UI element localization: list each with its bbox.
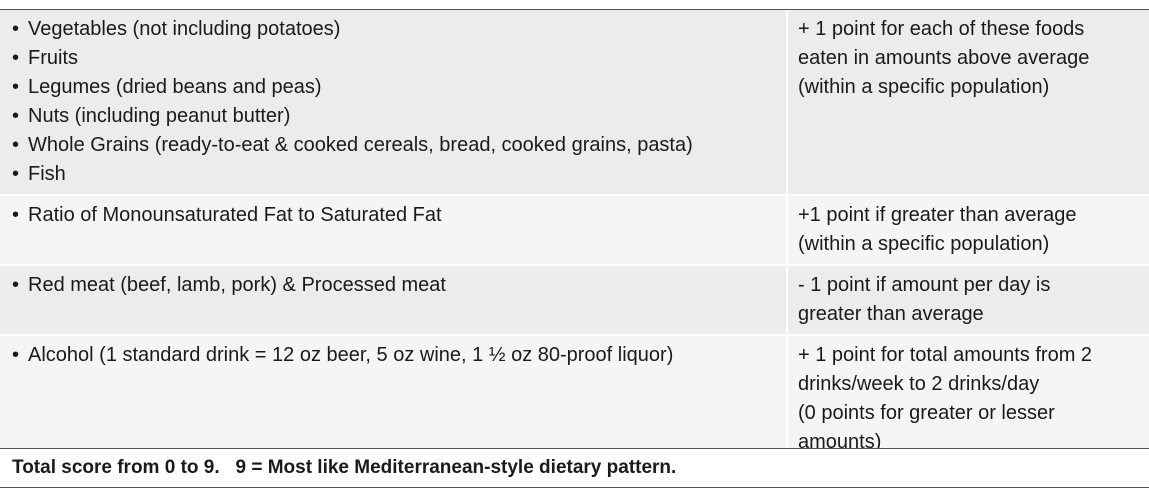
bullet-icon: • <box>12 134 20 156</box>
score-cell: +1 point if greater than average (within… <box>788 196 1149 264</box>
list-item: • Fish <box>12 160 786 189</box>
food-items-cell: • Vegetables (not including potatoes) • Fr… <box>0 10 788 194</box>
list-item: • Fruits <box>12 44 786 73</box>
score-text: (within a specific population) <box>798 76 1050 98</box>
list-item: • Red meat (beef, lamb, pork) & Processed… <box>12 271 786 300</box>
food-item-label: Legumes (dried beans and peas) <box>28 76 322 98</box>
food-item-label: Vegetables (not including potatoes) <box>28 18 341 40</box>
table-row-alcohol: • Alcohol (1 standard drink = 12 oz beer,… <box>0 336 1149 464</box>
food-item-label: Red meat (beef, lamb, pork) & Processed … <box>28 274 446 296</box>
food-item-label: Ratio of Monounsaturated Fat to Saturate… <box>28 204 442 226</box>
food-item-label: Nuts (including peanut butter) <box>28 105 291 127</box>
food-items-cell: • Ratio of Monounsaturated Fat to Saturat… <box>0 196 788 264</box>
table-row-fat-ratio: • Ratio of Monounsaturated Fat to Saturat… <box>0 196 1149 266</box>
bullet-icon: • <box>12 47 20 69</box>
bullet-icon: • <box>12 18 20 40</box>
bullet-icon: • <box>12 163 20 185</box>
food-item-label: Fruits <box>28 47 78 69</box>
food-item-label: Whole Grains (ready-to-eat & cooked cere… <box>28 134 693 156</box>
score-text: greater than average <box>798 303 984 325</box>
food-items-cell: • Red meat (beef, lamb, pork) & Processed… <box>0 266 788 334</box>
list-item: • Ratio of Monounsaturated Fat to Saturat… <box>12 201 786 230</box>
food-item-label: Fish <box>28 163 66 185</box>
bullet-icon: • <box>12 344 20 366</box>
bullet-icon: • <box>12 204 20 226</box>
score-text: + 1 point for total amounts from 2 <box>798 344 1093 366</box>
score-cell: + 1 point for total amounts from 2 drink… <box>788 336 1149 462</box>
bullet-icon: • <box>12 76 20 98</box>
list-item: • Vegetables (not including potatoes) <box>12 15 786 44</box>
score-cell: + 1 point for each of these foods eaten … <box>788 10 1149 194</box>
list-item: • Alcohol (1 standard drink = 12 oz beer,… <box>12 341 786 370</box>
bullet-icon: • <box>12 105 20 127</box>
score-text: (within a specific population) <box>798 233 1050 255</box>
score-text: + 1 point for each of these foods <box>798 18 1085 40</box>
scoring-table: • Vegetables (not including potatoes) • Fr… <box>0 9 1149 464</box>
score-cell: - 1 point if amount per day is greater t… <box>788 266 1149 334</box>
score-text: +1 point if greater than average <box>798 204 1077 226</box>
table-row-red-meat: • Red meat (beef, lamb, pork) & Processed… <box>0 266 1149 336</box>
score-text: drinks/week to 2 drinks/day <box>798 373 1040 395</box>
table-row-healthy-foods: • Vegetables (not including potatoes) • Fr… <box>0 10 1149 196</box>
food-items-cell: • Alcohol (1 standard drink = 12 oz beer,… <box>0 336 788 462</box>
score-text: (0 points for greater or lesser <box>798 402 1055 424</box>
score-text: eaten in amounts above average <box>798 47 1090 69</box>
list-item: • Legumes (dried beans and peas) <box>12 73 786 102</box>
score-text: - 1 point if amount per day is <box>798 274 1051 296</box>
list-item: • Nuts (including peanut butter) <box>12 102 786 131</box>
bullet-icon: • <box>12 274 20 296</box>
score-text: amounts) <box>798 431 882 453</box>
total-score-note: Total score from 0 to 9. 9 = Most like M… <box>0 448 1149 488</box>
food-item-label: Alcohol (1 standard drink = 12 oz beer, … <box>28 344 674 366</box>
list-item: • Whole Grains (ready-to-eat & cooked cer… <box>12 131 786 160</box>
